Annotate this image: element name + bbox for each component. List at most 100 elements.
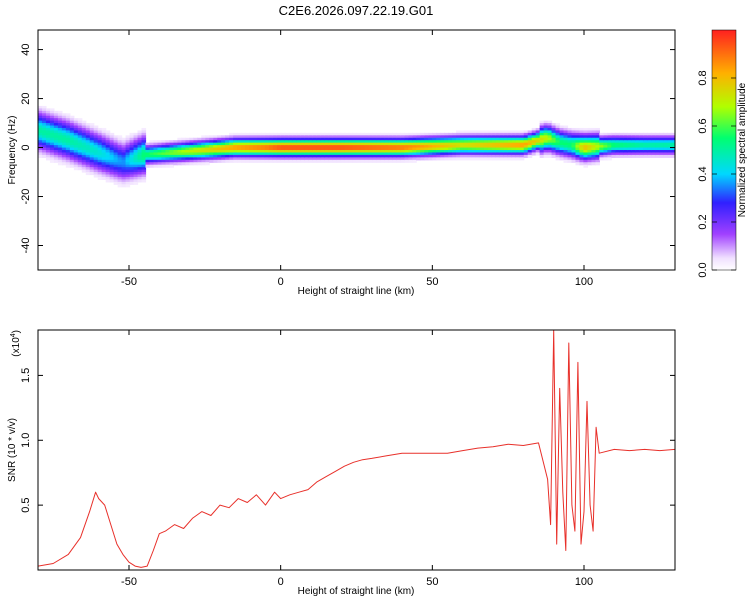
heatmap-cell bbox=[85, 150, 91, 154]
heatmap-cell bbox=[49, 125, 55, 129]
heatmap-cell bbox=[260, 132, 266, 136]
heatmap-cell bbox=[555, 142, 561, 146]
heatmap-cell bbox=[221, 142, 226, 146]
heatmap-cell bbox=[543, 154, 549, 158]
heatmap-cell bbox=[264, 154, 270, 158]
heatmap-cell bbox=[491, 150, 497, 154]
heatmap-cell bbox=[153, 162, 159, 166]
heatmap-cell bbox=[109, 135, 115, 139]
heatmap-cell bbox=[523, 135, 529, 139]
heatmap-cell bbox=[65, 118, 71, 122]
heatmap-cell bbox=[523, 130, 529, 134]
heatmap-cell bbox=[165, 147, 170, 151]
heatmap-cell bbox=[332, 137, 338, 141]
heatmap-cell bbox=[575, 140, 581, 144]
heatmap-cell bbox=[229, 147, 234, 151]
heatmap-cell bbox=[655, 137, 660, 141]
heatmap-cell bbox=[519, 147, 525, 151]
heatmap-cell bbox=[515, 135, 521, 139]
heatmap-cell bbox=[671, 132, 675, 136]
heatmap-cell bbox=[635, 140, 640, 144]
heatmap-cell bbox=[479, 157, 485, 161]
snr-y-scale-label: (x104) bbox=[10, 330, 22, 357]
heatmap-cell bbox=[420, 142, 425, 146]
heatmap-cell bbox=[121, 174, 127, 178]
heatmap-cell bbox=[272, 157, 278, 161]
heatmap-cell bbox=[129, 137, 135, 141]
heatmap-cell bbox=[599, 152, 604, 156]
heatmap-cell bbox=[181, 152, 186, 156]
heatmap-cell bbox=[145, 152, 151, 156]
heatmap-cell bbox=[105, 174, 111, 178]
heatmap-cell bbox=[129, 172, 135, 176]
heatmap-cell bbox=[121, 137, 127, 141]
heatmap-cell bbox=[527, 137, 533, 141]
heatmap-cell bbox=[647, 147, 652, 151]
heatmap-cell bbox=[615, 140, 620, 144]
heatmap-cell bbox=[141, 132, 147, 136]
heatmap-cell bbox=[300, 159, 306, 163]
heatmap-cell bbox=[241, 154, 246, 158]
heatmap-cell bbox=[77, 123, 83, 127]
heatmap-cell bbox=[316, 142, 322, 146]
heatmap-cell bbox=[467, 142, 473, 146]
heatmap-cell bbox=[551, 132, 557, 136]
heatmap-cell bbox=[38, 135, 43, 139]
heatmap-cell bbox=[555, 123, 561, 127]
heatmap-cell bbox=[129, 147, 135, 151]
heatmap-cell bbox=[141, 137, 147, 141]
heatmap-cell bbox=[671, 142, 675, 146]
heatmap-cell bbox=[308, 159, 314, 163]
heatmap-cell bbox=[448, 154, 453, 158]
heatmap-cell bbox=[49, 123, 55, 127]
heatmap-cell bbox=[276, 135, 282, 139]
heatmap-cell bbox=[276, 152, 282, 156]
heatmap-cell bbox=[53, 113, 59, 117]
heatmap-cell bbox=[340, 159, 346, 163]
heatmap-cell bbox=[280, 150, 286, 154]
heatmap-cell bbox=[45, 115, 51, 119]
heatmap-cell bbox=[559, 135, 565, 139]
heatmap-cell bbox=[276, 150, 282, 154]
heatmap-cell bbox=[348, 137, 354, 141]
heatmap-cell bbox=[535, 137, 541, 141]
heatmap-cell bbox=[241, 137, 246, 141]
heatmap-cell bbox=[487, 137, 493, 141]
heatmap-cell bbox=[137, 154, 143, 158]
heatmap-cell bbox=[651, 145, 656, 149]
heatmap-cell bbox=[348, 159, 354, 163]
heatmap-cell bbox=[615, 154, 620, 158]
heatmap-cell bbox=[623, 132, 628, 136]
heatmap-cell bbox=[49, 118, 55, 122]
heatmap-cell bbox=[97, 167, 103, 171]
heatmap-cell bbox=[336, 159, 342, 163]
heatmap-cell bbox=[217, 154, 222, 158]
heatmap-cell bbox=[575, 147, 581, 151]
heatmap-cell bbox=[268, 137, 274, 141]
heatmap-cell bbox=[141, 142, 147, 146]
heatmap-cell bbox=[643, 150, 648, 154]
heatmap-cell bbox=[41, 137, 47, 141]
heatmap-cell bbox=[249, 142, 254, 146]
heatmap-cell bbox=[288, 159, 294, 163]
heatmap-cell bbox=[575, 154, 581, 158]
heatmap-cell bbox=[539, 150, 545, 154]
heatmap-cell bbox=[69, 115, 75, 119]
heatmap-cell bbox=[388, 145, 393, 149]
heatmap-cell bbox=[145, 142, 151, 146]
heatmap-cell bbox=[97, 140, 103, 144]
heatmap-cell bbox=[667, 152, 672, 156]
heatmap-cell bbox=[567, 152, 573, 156]
heatmap-cell bbox=[424, 142, 429, 146]
heatmap-cell bbox=[364, 137, 370, 141]
heatmap-cell bbox=[519, 137, 525, 141]
heatmap-cell bbox=[356, 157, 362, 161]
heatmap-cell bbox=[416, 150, 421, 154]
heatmap-cell bbox=[651, 150, 656, 154]
heatmap-cell bbox=[595, 147, 600, 151]
heatmap-cell bbox=[364, 147, 370, 151]
heatmap-cell bbox=[141, 152, 147, 156]
heatmap-cell bbox=[213, 147, 218, 151]
heatmap-cell bbox=[583, 140, 589, 144]
heatmap-cell bbox=[57, 154, 63, 158]
